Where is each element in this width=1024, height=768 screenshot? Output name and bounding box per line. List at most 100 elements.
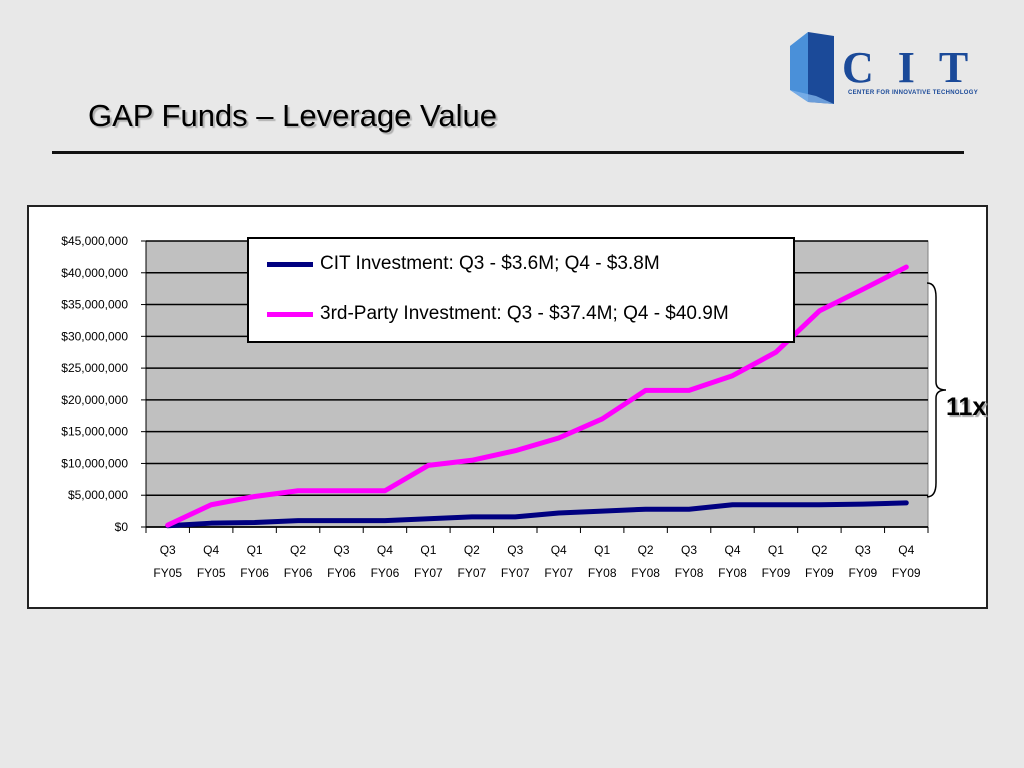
x-tick-label-year: FY08 <box>718 566 747 580</box>
x-tick-label-quarter: Q3 <box>507 543 523 557</box>
x-tick-label-quarter: Q1 <box>594 543 610 557</box>
x-tick-label-quarter: Q1 <box>420 543 436 557</box>
x-tick-label-year: FY09 <box>892 566 921 580</box>
data-point <box>600 417 604 421</box>
data-point <box>296 519 300 523</box>
data-point <box>513 515 517 519</box>
y-tick-label: $20,000,000 <box>61 393 128 407</box>
x-tick-label-quarter: Q3 <box>681 543 697 557</box>
data-point <box>861 287 865 291</box>
data-point <box>253 494 257 498</box>
x-tick-label-quarter: Q1 <box>247 543 263 557</box>
data-point <box>731 503 734 507</box>
data-point <box>557 511 561 515</box>
data-point <box>861 502 865 506</box>
data-point <box>426 517 430 521</box>
x-tick-label-quarter: Q4 <box>551 543 567 557</box>
x-tick-label-quarter: Q4 <box>724 543 740 557</box>
x-tick-label-year: FY09 <box>805 566 834 580</box>
x-tick-label-quarter: Q2 <box>811 543 827 557</box>
y-tick-label: $45,000,000 <box>61 234 128 248</box>
data-point <box>817 309 821 313</box>
legend-label-third-party: 3rd-Party Investment: Q3 - $37.4M; Q4 - … <box>320 303 729 324</box>
x-tick-label-year: FY06 <box>371 566 400 580</box>
data-point <box>470 458 474 462</box>
y-tick-label: $15,000,000 <box>61 425 128 439</box>
logo-tagline: CENTER FOR INNOVATIVE TECHNOLOGY <box>848 90 979 96</box>
data-point <box>904 265 908 269</box>
x-tick-label-year: FY09 <box>848 566 877 580</box>
x-tick-label-year: FY08 <box>675 566 704 580</box>
logo-wordmark: CIT <box>842 43 993 92</box>
x-tick-label-year: FY07 <box>501 566 530 580</box>
data-point <box>817 503 821 507</box>
y-axis-ticks: $0 $5,000,000 $10,000,000 $15,000,000 $20,00… <box>61 234 147 534</box>
y-tick-label: $5,000,000 <box>68 488 128 502</box>
x-tick-label-year: FY07 <box>414 566 443 580</box>
x-tick-label-year: FY08 <box>631 566 660 580</box>
x-tick-label-year: FY06 <box>327 566 356 580</box>
data-point <box>687 507 691 511</box>
data-point <box>383 519 387 523</box>
x-tick-label-year: FY05 <box>153 566 182 580</box>
x-tick-label-quarter: Q2 <box>464 543 480 557</box>
x-tick-label-quarter: Q4 <box>203 543 219 557</box>
data-point <box>253 521 257 525</box>
x-tick-label-year: FY08 <box>588 566 617 580</box>
y-tick-label: $35,000,000 <box>61 298 128 312</box>
data-point <box>513 449 517 453</box>
x-tick-label-year: FY06 <box>240 566 269 580</box>
data-point <box>904 501 908 505</box>
x-tick-label-year: FY09 <box>762 566 791 580</box>
bracket-brace <box>926 282 947 498</box>
data-point <box>209 521 213 525</box>
chart-legend: CIT Investment: Q3 - $3.6M; Q4 - $3.8M 3… <box>247 237 795 343</box>
data-point <box>600 509 604 513</box>
legend-swatch-third-party <box>267 312 313 317</box>
x-tick-label-quarter: Q4 <box>898 543 914 557</box>
data-point <box>209 503 213 507</box>
y-tick-label: $0 <box>115 520 129 534</box>
data-point <box>687 388 691 392</box>
data-point <box>340 489 343 493</box>
title-divider <box>52 151 964 154</box>
data-point <box>774 350 778 354</box>
x-tick-label-year: FY07 <box>457 566 486 580</box>
data-point <box>340 519 343 523</box>
x-tick-label-quarter: Q2 <box>638 543 654 557</box>
y-tick-label: $30,000,000 <box>61 329 128 343</box>
series-line-cit <box>165 500 909 529</box>
cit-logo: CIT CENTER FOR INNOVATIVE TECHNOLOGY <box>786 28 979 108</box>
series-lines <box>165 264 909 529</box>
leverage-annotation: 11x <box>946 393 987 421</box>
slide-title: GAP Funds – Leverage Value <box>88 98 498 133</box>
data-point <box>296 489 300 493</box>
legend-swatch-cit <box>267 262 313 267</box>
x-tick-label-quarter: Q3 <box>160 543 176 557</box>
data-point <box>644 507 648 511</box>
y-tick-label: $10,000,000 <box>61 456 128 470</box>
x-tick-label-year: FY06 <box>284 566 313 580</box>
x-tick-label-quarter: Q4 <box>377 543 393 557</box>
legend-label-cit: CIT Investment: Q3 - $3.6M; Q4 - $3.8M <box>320 253 660 274</box>
x-tick-label-quarter: Q2 <box>290 543 306 557</box>
x-tick-label-year: FY05 <box>197 566 226 580</box>
x-tick-label-quarter: Q1 <box>768 543 784 557</box>
data-point <box>774 503 778 507</box>
data-point <box>731 374 734 378</box>
x-tick-label-quarter: Q3 <box>333 543 349 557</box>
building-icon <box>790 32 834 104</box>
data-point <box>557 436 561 440</box>
data-point <box>383 489 387 493</box>
series-line-third-party <box>165 264 909 528</box>
x-tick-label-year: FY07 <box>544 566 573 580</box>
y-tick-label: $25,000,000 <box>61 361 128 375</box>
y-tick-label: $40,000,000 <box>61 266 128 280</box>
x-tick-label-quarter: Q3 <box>855 543 871 557</box>
x-axis-ticks: Q3 FY05 Q4 FY05 Q1 FY06 Q2 FY06 Q3 FY06 Q4 FY06 Q1 FY… <box>145 526 929 580</box>
data-point <box>426 463 430 467</box>
data-point <box>166 523 170 527</box>
data-point <box>644 388 648 392</box>
data-point <box>470 515 474 519</box>
